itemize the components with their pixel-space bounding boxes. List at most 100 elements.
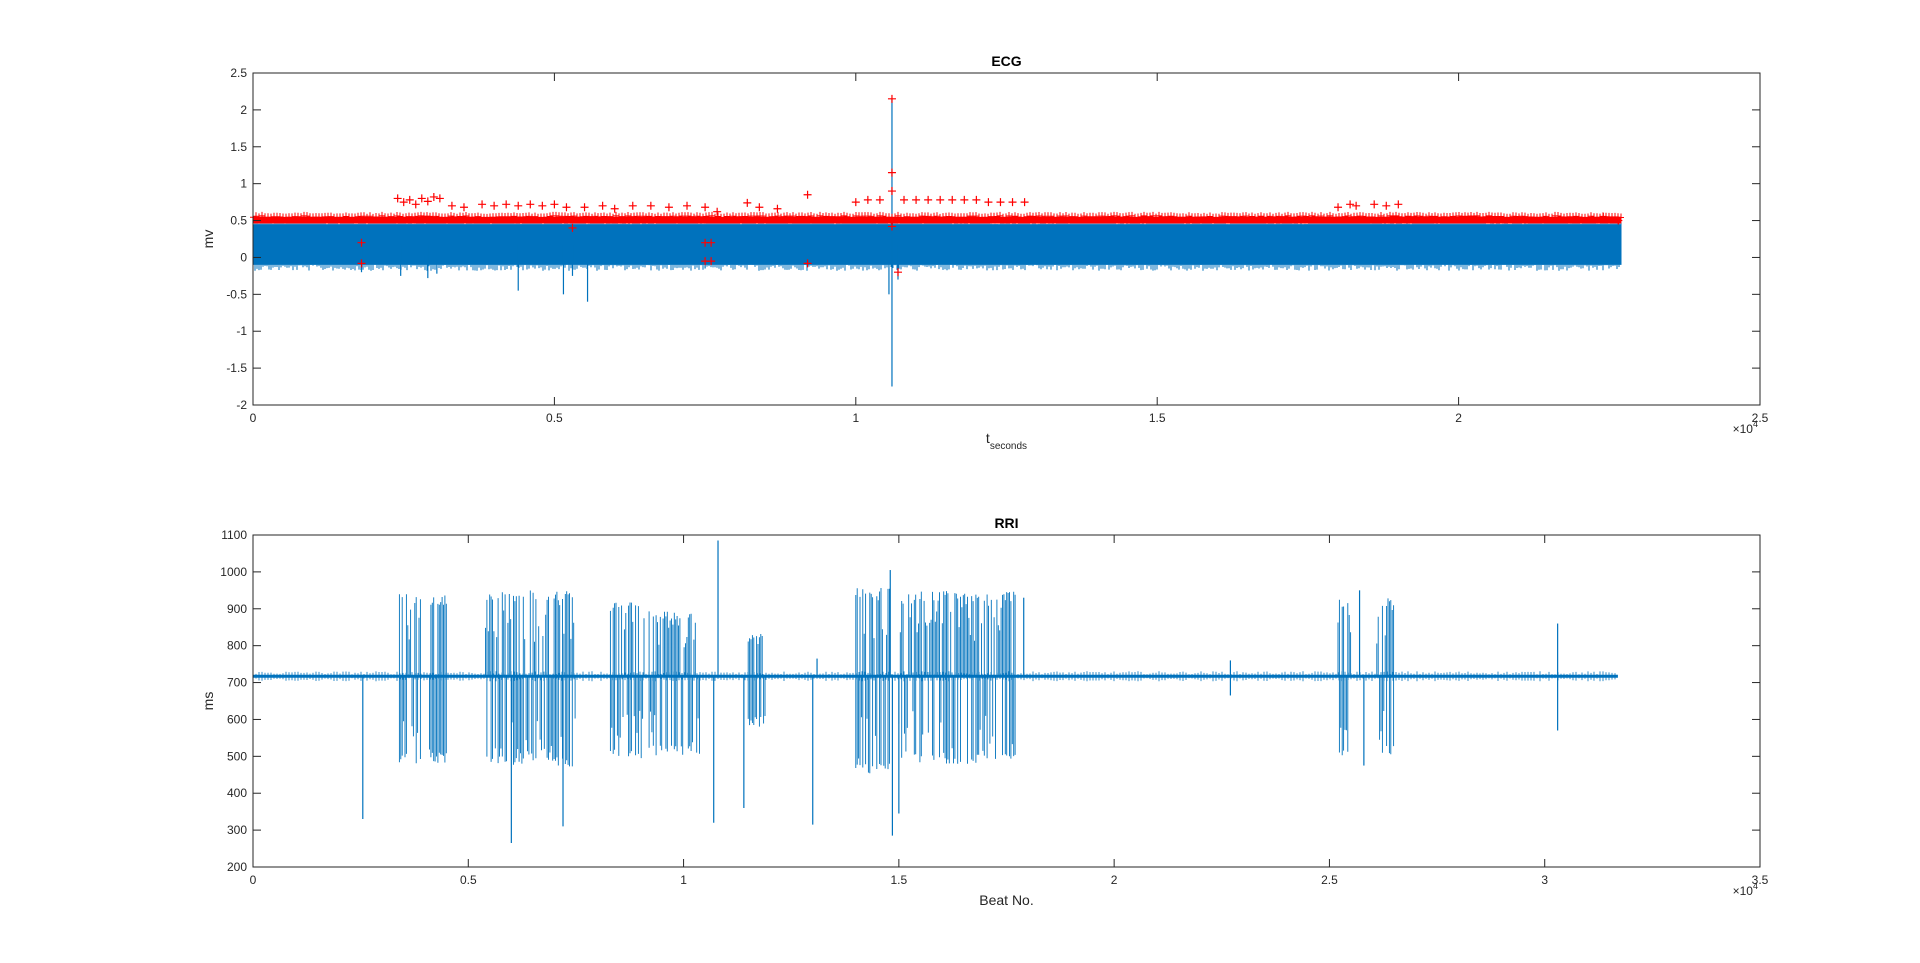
- peak-marker: [924, 195, 933, 204]
- peak-marker: [478, 200, 487, 209]
- y-tick-label: 0: [240, 250, 247, 264]
- x-axis-label: Beat No.: [979, 892, 1033, 908]
- x-tick-label: 0.5: [460, 873, 477, 887]
- peak-marker: [1382, 201, 1391, 210]
- peak-marker: [393, 194, 402, 203]
- peak-marker: [936, 195, 945, 204]
- y-tick-label: -2: [236, 398, 247, 412]
- peak-marker: [598, 201, 607, 210]
- peak-marker: [514, 201, 523, 210]
- peak-marker: [405, 195, 414, 204]
- chart-title: ECG: [991, 53, 1021, 69]
- peak-marker: [538, 201, 547, 210]
- y-tick-label: 1100: [221, 528, 247, 542]
- peak-marker: [664, 203, 673, 212]
- y-tick-label: -1.5: [226, 361, 247, 375]
- peak-marker: [411, 200, 420, 209]
- peak-marker: [1346, 200, 1355, 209]
- peak-marker: [1334, 203, 1343, 212]
- series-0: [252, 98, 1622, 387]
- x-exponent-power: 4: [1753, 881, 1758, 891]
- rri-burst: [398, 594, 421, 764]
- peak-marker: [972, 195, 981, 204]
- peak-marker: [1008, 198, 1017, 207]
- rri-burst: [855, 588, 890, 774]
- peak-marker: [887, 168, 896, 177]
- rri-burst: [609, 602, 645, 759]
- y-tick-label: 0.5: [230, 214, 247, 228]
- x-exponent-base: ×10: [1733, 422, 1754, 436]
- x-tick-label: 0: [250, 873, 257, 887]
- peak-marker: [568, 223, 577, 232]
- peak-marker: [863, 195, 872, 204]
- x-tick-label: 3: [1541, 873, 1548, 887]
- peak-marker: [887, 187, 896, 196]
- peak-marker: [984, 198, 993, 207]
- peak-marker: [875, 195, 884, 204]
- axes-box: [252, 534, 1761, 868]
- x-exponent-power: 4: [1753, 419, 1758, 429]
- peak-marker: [960, 195, 969, 204]
- peak-marker: [743, 198, 752, 207]
- rri-burst: [747, 634, 766, 727]
- y-tick-label: -1: [236, 324, 247, 338]
- chart-title: RRI: [994, 515, 1018, 531]
- y-tick-label: 500: [227, 749, 247, 763]
- peak-marker: [803, 259, 812, 268]
- peak-marker: [580, 203, 589, 212]
- y-tick-label: 200: [227, 860, 247, 874]
- rri-burst: [648, 611, 700, 756]
- y-tick-label: 2.5: [230, 66, 247, 80]
- peak-marker: [755, 203, 764, 212]
- peak-marker: [435, 194, 444, 203]
- peak-marker: [887, 94, 896, 103]
- rri-burst: [485, 590, 576, 767]
- rri-burst: [1376, 598, 1395, 755]
- x-axis-label-subscript: seconds: [990, 441, 1027, 452]
- peak-marker: [610, 204, 619, 213]
- rri-burst: [429, 595, 447, 763]
- peak-marker: [562, 203, 571, 212]
- x-exponent-label: ×104: [1733, 881, 1758, 898]
- y-tick-label: 700: [227, 676, 247, 690]
- peak-marker: [851, 198, 860, 207]
- peak-marker: [1614, 216, 1623, 225]
- peak-marker: [707, 238, 716, 247]
- peak-marker: [803, 190, 812, 199]
- y-axis-label: ms: [200, 692, 216, 711]
- y-tick-label: -0.5: [226, 287, 247, 301]
- peak-marker: [357, 238, 366, 247]
- y-tick-label: 1.5: [230, 140, 247, 154]
- peak-marker: [628, 201, 637, 210]
- peak-marker: [502, 200, 511, 209]
- x-axis-label-main: t: [986, 430, 990, 446]
- peak-marker: [423, 197, 432, 206]
- y-axis-label: mv: [200, 230, 216, 249]
- peak-marker: [490, 201, 499, 210]
- y-tick-label: 1: [240, 177, 247, 191]
- series-0: [252, 540, 1618, 844]
- peak-marker: [1394, 200, 1403, 209]
- peak-marker: [912, 195, 921, 204]
- peak-marker: [948, 195, 957, 204]
- x-exponent-base: ×10: [1733, 884, 1754, 898]
- rri-plot: 0 0.5 1 1.5 2 2.5 3 3.5 200 300 400 500 600 700 800 900…: [200, 515, 1769, 908]
- peak-marker: [459, 203, 468, 212]
- x-tick-label: 3.5: [1752, 873, 1769, 887]
- peak-marker: [526, 200, 535, 209]
- x-exponent-label: ×104: [1733, 419, 1758, 436]
- peak-marker: [429, 192, 438, 201]
- peak-marker: [1020, 198, 1029, 207]
- peak-marker: [683, 201, 692, 210]
- peak-marker: [550, 200, 559, 209]
- x-tick-label: 2.5: [1752, 411, 1769, 425]
- x-tick-label: 1.5: [891, 873, 908, 887]
- axes-box: [252, 72, 1761, 406]
- peak-marker: [1599, 212, 1608, 221]
- peak-marker: [1370, 200, 1379, 209]
- x-tick-label: 0: [250, 411, 257, 425]
- x-axis-label: tseconds: [986, 430, 1027, 452]
- y-tick-label: 800: [227, 639, 247, 653]
- peak-marker: [713, 207, 722, 216]
